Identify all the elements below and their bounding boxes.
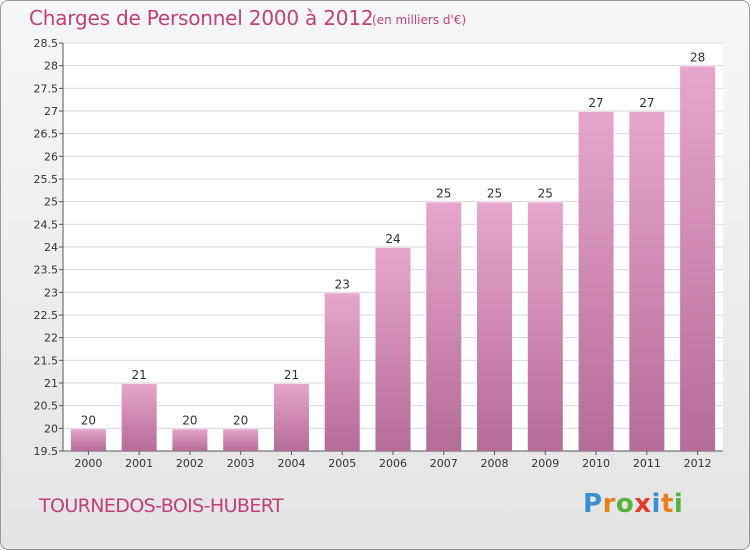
bar-value-label: 27 [639, 96, 654, 110]
x-tick-label: 2005 [328, 457, 356, 470]
logo-letter: o [615, 489, 635, 519]
y-tick-label: 23 [44, 286, 58, 299]
bar-value-label: 23 [335, 277, 350, 291]
bar [273, 383, 309, 451]
bar-value-label: 25 [487, 187, 502, 201]
x-tick-label: 2002 [176, 457, 204, 470]
x-tick-label: 2011 [633, 457, 661, 470]
y-tick-label: 22 [44, 332, 58, 345]
y-tick-label: 21 [44, 377, 58, 390]
x-tick-label: 2006 [379, 457, 407, 470]
bar-value-label: 21 [132, 368, 147, 382]
logo-letter: i [651, 489, 661, 519]
y-tick-label: 19.5 [34, 445, 59, 458]
y-tick-label: 23.5 [34, 264, 59, 277]
bar-value-label: 24 [385, 232, 400, 246]
bar [680, 65, 716, 452]
commune-name: TOURNEDOS-BOIS-HUBERT [39, 495, 284, 517]
y-tick-label: 20 [44, 422, 58, 435]
bar-value-label: 21 [284, 368, 299, 382]
logo-letter: x [634, 489, 652, 519]
x-tick-label: 2001 [125, 457, 153, 470]
bar [629, 111, 665, 451]
x-tick-label: 2008 [481, 457, 509, 470]
x-tick-label: 2010 [582, 457, 610, 470]
y-tick-label: 28 [44, 60, 58, 73]
chart-subtitle: (en milliers d'€) [372, 13, 467, 27]
bar [426, 201, 462, 451]
bar-value-label: 25 [436, 187, 451, 201]
bar [172, 428, 208, 451]
y-tick-label: 24 [44, 241, 58, 254]
logo-letter: i [673, 489, 684, 519]
y-tick-label: 27.5 [34, 82, 59, 95]
y-tick-label: 26.5 [34, 128, 59, 141]
y-tick-label: 21.5 [34, 354, 59, 367]
bar [223, 428, 259, 451]
y-tick-label: 25 [44, 196, 58, 209]
bar [375, 247, 411, 451]
bar [121, 383, 157, 451]
x-tick-label: 2003 [227, 457, 255, 470]
y-tick-label: 27 [44, 105, 58, 118]
chart-title: Charges de Personnel 2000 à 2012 [29, 6, 374, 30]
bar [477, 201, 513, 451]
y-tick-label: 20.5 [34, 400, 59, 413]
y-tick-label: 28.5 [34, 37, 59, 50]
bar [527, 201, 563, 451]
bar [70, 428, 106, 451]
logo-letter: P [583, 489, 603, 519]
bar-value-label: 20 [182, 413, 197, 427]
bar-value-label: 25 [538, 187, 553, 201]
y-tick-label: 24.5 [34, 218, 59, 231]
y-tick-label: 26 [44, 150, 58, 163]
bar [578, 111, 614, 451]
y-tick-label: 22.5 [34, 309, 59, 322]
proxiti-logo: Proxiti [583, 489, 683, 519]
x-tick-label: 2004 [277, 457, 305, 470]
bar [324, 292, 360, 451]
x-tick-label: 2009 [531, 457, 559, 470]
x-tick-label: 2007 [430, 457, 458, 470]
logo-letter: t [660, 489, 674, 519]
bar-value-label: 20 [233, 413, 248, 427]
x-tick-label: 2000 [74, 457, 102, 470]
bar-value-label: 28 [690, 51, 705, 65]
y-tick-label: 25.5 [34, 173, 59, 186]
bar-value-label: 27 [588, 96, 603, 110]
x-tick-label: 2012 [684, 457, 712, 470]
bar-value-label: 20 [81, 413, 96, 427]
logo-letter: r [602, 489, 616, 519]
